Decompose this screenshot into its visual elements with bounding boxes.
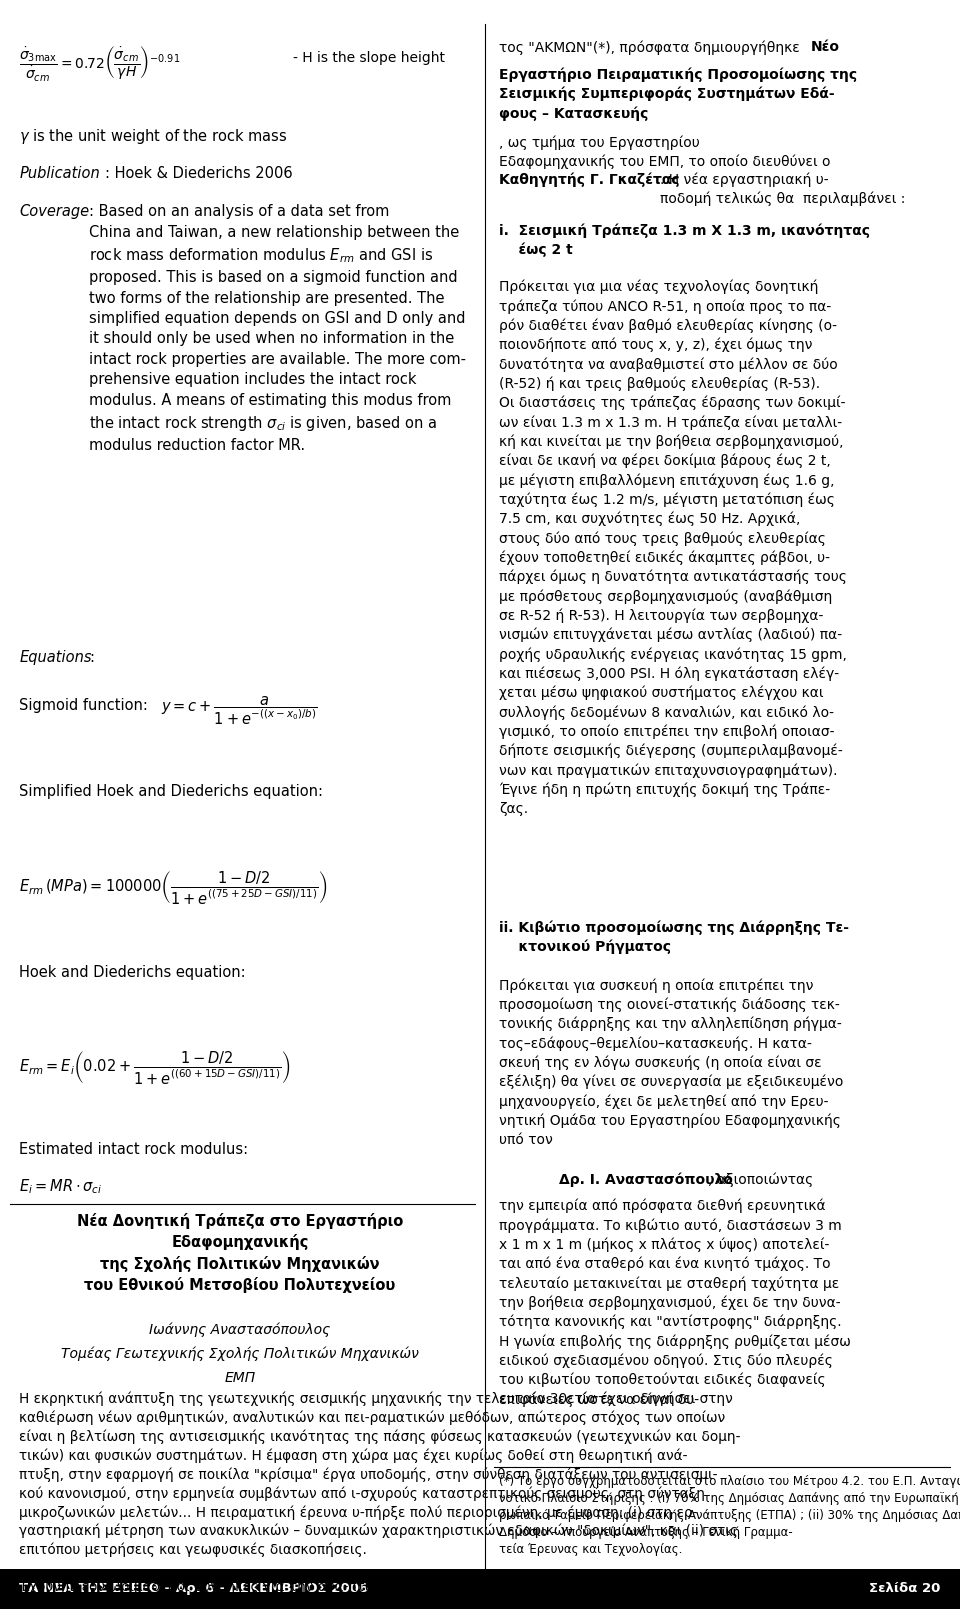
Text: , ως τμήμα του Εργαστηρίου
Εδαφομηχανικής του ΕΜΠ, το οποίο διευθύνει ο: , ως τμήμα του Εργαστηρίου Εδαφομηχανική… (499, 135, 830, 169)
Text: Hoek and Diederichs equation:: Hoek and Diederichs equation: (19, 965, 246, 980)
Bar (0, 1569, 960, 1609)
Text: ΕΜΠ: ΕΜΠ (225, 1371, 255, 1385)
Text: Publication: Publication (19, 166, 100, 180)
Text: την εμπειρία από πρόσφατα διεθνή ερευνητικά
προγράμματα. Το κιβώτιο αυτό, διαστά: την εμπειρία από πρόσφατα διεθνή ερευνητ… (499, 1199, 852, 1406)
Text: - H is the slope height: - H is the slope height (293, 51, 444, 66)
Text: $y = c + \dfrac{a}{1+e^{-((x-x_0)/b)}}$: $y = c + \dfrac{a}{1+e^{-((x-x_0)/b)}}$ (161, 695, 318, 727)
Text: ii. Κιβώτιο προσομοίωσης της Διάρρηξης Τε-
    κτονικού Ρήγματος: ii. Κιβώτιο προσομοίωσης της Διάρρηξης Τ… (499, 920, 850, 954)
Text: Πρόκειται για συσκευή η οποία επιτρέπει την
προσομοίωση της οιονεί-στατικής διάδ: Πρόκειται για συσκευή η οποία επιτρέπει … (499, 978, 844, 1147)
Text: Ιωάννης Αναστασόπουλος: Ιωάννης Αναστασόπουλος (150, 1323, 330, 1337)
Text: $E_{rm} = E_i\left(0.02 + \dfrac{1-D/2}{1+e^{((60+15D-GSI)/11)}}\right)$: $E_{rm} = E_i\left(0.02 + \dfrac{1-D/2}{… (19, 1049, 291, 1086)
Text: Νέο: Νέο (811, 40, 840, 55)
Text: $\gamma$ is the unit weight of the rock mass: $\gamma$ is the unit weight of the rock … (19, 127, 288, 146)
Text: i.  Σεισμική Τράπεζα 1.3 m X 1.3 m, ικανότητας
    έως 2 t: i. Σεισμική Τράπεζα 1.3 m X 1.3 m, ικανό… (499, 224, 870, 257)
Text: $\dfrac{\dot{\sigma}_{3\max}}{\dot{\sigma}_{cm}} = 0.72\left(\dfrac{\dot{\sigma}: $\dfrac{\dot{\sigma}_{3\max}}{\dot{\sigm… (19, 45, 180, 84)
Text: Sigmoid function:: Sigmoid function: (19, 698, 148, 713)
Text: Σελίδα 20: Σελίδα 20 (870, 1582, 941, 1596)
Text: . Η νέα εργαστηριακή υ-
ποδομή τελικώς θα  περιλαμβάνει :: . Η νέα εργαστηριακή υ- ποδομή τελικώς θ… (660, 172, 906, 206)
Text: τος "ΑΚΜΩΝ"(*), πρόσφατα δημιουργήθηκε: τος "ΑΚΜΩΝ"(*), πρόσφατα δημιουργήθηκε (499, 40, 804, 55)
Text: Νέα Δονητική Τράπεζα στο Εργαστήριο
Εδαφομηχανικής
της Σχολής Πολιτικών Μηχανικώ: Νέα Δονητική Τράπεζα στο Εργαστήριο Εδαφ… (77, 1213, 403, 1292)
Text: ΤΑ ΝΕΑ ΤΗΣ ΕΕΕΕΘ – Αρ. 6 - ΔΕΚΕΜΒΡΙΟΣ 2006: ΤΑ ΝΕΑ ΤΗΣ ΕΕΕΕΘ – Αρ. 6 - ΔΕΚΕΜΒΡΙΟΣ 20… (19, 1582, 369, 1596)
Text: : Based on an analysis of a data set from
China and Taiwan, a new relationship b: : Based on an analysis of a data set fro… (89, 204, 467, 454)
Text: Estimated intact rock modulus:: Estimated intact rock modulus: (19, 1142, 249, 1157)
Text: :: : (89, 650, 94, 665)
Text: $E_{rm}\,(MPa)=100000\left(\dfrac{1-D/2}{1+e^{((75+25D-GSI)/11)}}\right)$: $E_{rm}\,(MPa)=100000\left(\dfrac{1-D/2}… (19, 869, 327, 906)
Text: Η εκρηκτική ανάπτυξη της γεωτεχνικής σεισμικής μηχανικής την τελευταία 30ετία έχ: Η εκρηκτική ανάπτυξη της γεωτεχνικής σει… (19, 1392, 758, 1609)
Text: Εργαστήριο Πειραματικής Προσομοίωσης της
Σεισμικής Συμπεριφοράς Συστημάτων Εδά-
: Εργαστήριο Πειραματικής Προσομοίωσης της… (499, 68, 857, 121)
Text: , αξιοποιώντας: , αξιοποιώντας (708, 1173, 813, 1187)
Text: Καθηγητής Γ. Γκαζέτας: Καθηγητής Γ. Γκαζέτας (499, 172, 680, 187)
Text: Πρόκειται για μια νέας τεχνολογίας δονητική
τράπεζα τύπου ANCO R-51, η οποία προ: Πρόκειται για μια νέας τεχνολογίας δονητ… (499, 280, 847, 816)
Text: Τομέας Γεωτεχνικής Σχολής Πολιτικών Μηχανικών: Τομέας Γεωτεχνικής Σχολής Πολιτικών Μηχα… (61, 1347, 419, 1361)
Text: (*) Το έργο συγχρηματοδοτείται στο πλαίσιο του Μέτρου 4.2. του Ε.Π. Ανταγωνιστικ: (*) Το έργο συγχρηματοδοτείται στο πλαίσ… (499, 1475, 960, 1556)
Text: Equations: Equations (19, 650, 92, 665)
Text: Coverage: Coverage (19, 204, 89, 219)
Text: Δρ. Ι. Αναστασόπουλο: Δρ. Ι. Αναστασόπουλο (559, 1173, 732, 1187)
Text: : Hoek & Diederichs 2006: : Hoek & Diederichs 2006 (105, 166, 292, 180)
Text: Simplified Hoek and Diederichs equation:: Simplified Hoek and Diederichs equation: (19, 784, 324, 798)
Text: $E_i = MR \cdot \sigma_{ci}$: $E_i = MR \cdot \sigma_{ci}$ (19, 1178, 103, 1197)
